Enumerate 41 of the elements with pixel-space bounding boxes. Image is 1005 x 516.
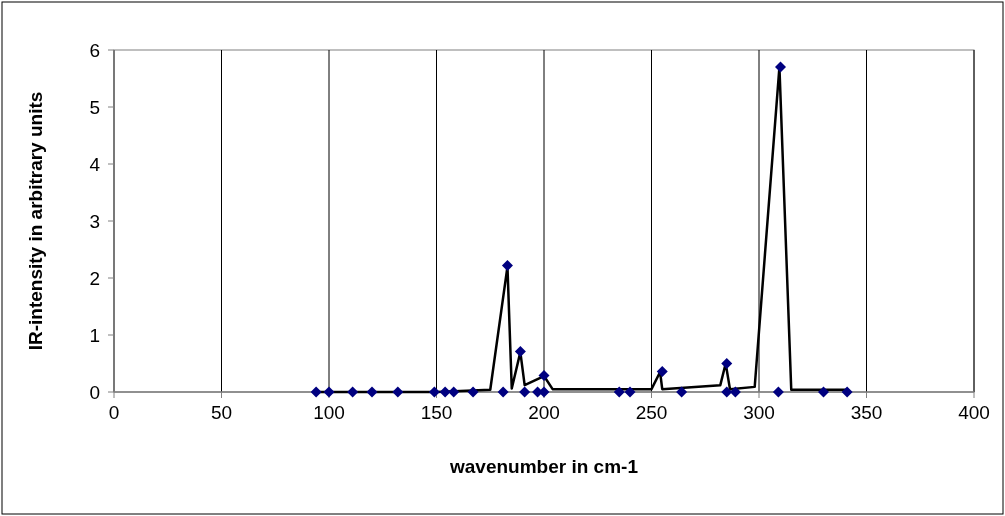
point xyxy=(497,386,509,398)
x-tick-label: 150 xyxy=(420,402,453,423)
point xyxy=(772,386,784,398)
x-tick-label: 250 xyxy=(635,402,668,423)
point xyxy=(841,386,853,398)
point xyxy=(676,386,688,398)
y-tick-label: 5 xyxy=(89,97,100,118)
point xyxy=(721,358,733,369)
point xyxy=(624,386,636,398)
y-tick-label: 4 xyxy=(89,154,101,175)
point xyxy=(366,386,378,398)
point xyxy=(448,386,460,398)
y-tick-label: 2 xyxy=(89,268,100,289)
point xyxy=(323,386,335,398)
x-tick-label: 200 xyxy=(528,402,560,423)
x-tick-label: 300 xyxy=(743,402,775,423)
y-tick-label: 0 xyxy=(89,382,100,403)
point xyxy=(392,386,404,398)
point xyxy=(501,259,513,271)
x-tick-label: 350 xyxy=(850,402,883,423)
point xyxy=(818,386,829,398)
point xyxy=(347,386,359,398)
point xyxy=(467,386,479,398)
point xyxy=(775,61,786,73)
x-tick-label: 50 xyxy=(210,402,233,423)
y-tick-label: 6 xyxy=(89,40,100,61)
point xyxy=(514,346,526,358)
x-axis-title: wavenumber in cm-1 xyxy=(449,456,639,477)
point xyxy=(656,365,668,377)
y-axis-title: IR-intensity in arbitrary units xyxy=(25,91,46,351)
point xyxy=(538,369,550,381)
x-tick-label: 100 xyxy=(313,402,345,423)
point xyxy=(519,386,531,398)
x-tick-label: 0 xyxy=(108,402,120,423)
y-tick-label: 1 xyxy=(89,325,100,346)
y-tick-label: 3 xyxy=(89,211,100,232)
point xyxy=(613,386,625,398)
point xyxy=(428,386,440,398)
point xyxy=(310,386,322,398)
point xyxy=(439,386,451,398)
x-tick-label: 400 xyxy=(958,402,990,423)
